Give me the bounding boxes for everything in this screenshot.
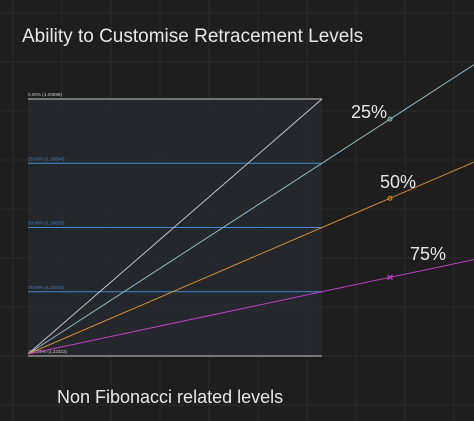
level-label: 0.00% (1.26696) (28, 92, 62, 97)
fan-label: 25% (351, 102, 387, 122)
fan-marker (387, 274, 393, 281)
fan-marker (387, 116, 393, 122)
level-label: 50.00% (1.24510) (28, 221, 65, 226)
fan-line (27, 64, 474, 355)
fan-marker (387, 195, 393, 201)
fan-label: 50% (380, 172, 416, 192)
fan-line (27, 161, 474, 355)
fan-line (27, 259, 474, 355)
chart-subtitle: Non Fibonacci related levels (57, 387, 284, 407)
fan-line (27, 98, 323, 355)
fan-label: 75% (410, 244, 446, 264)
chart-title: Ability to Customise Retracement Levels (22, 26, 364, 47)
level-label: 75.00% (1.23416) (28, 285, 65, 290)
level-label: 100.00% (1.22322) (28, 349, 68, 354)
level-label: 25.00% (1.25604) (28, 156, 65, 161)
